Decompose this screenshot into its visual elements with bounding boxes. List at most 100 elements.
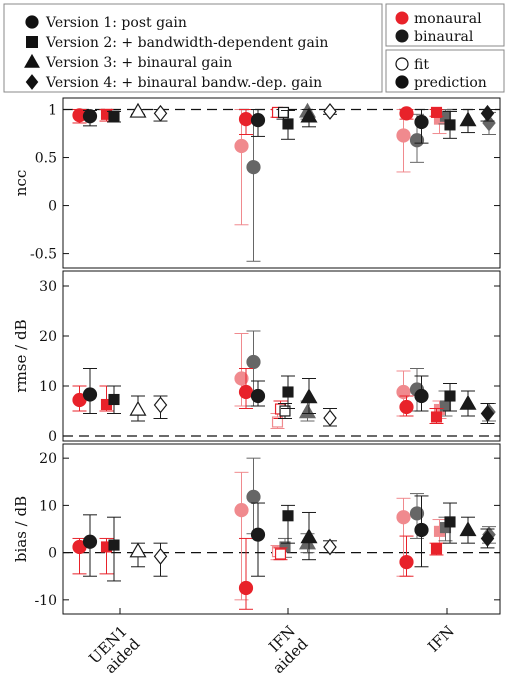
data-point-square	[430, 411, 443, 423]
data-point-triangle	[129, 542, 147, 558]
legend-mode-label: binaural	[414, 29, 474, 45]
data-point-square	[430, 543, 443, 555]
data-point-triangle	[129, 102, 147, 118]
data-point-triangle	[300, 528, 318, 544]
y-tick-label: -0.5	[30, 247, 57, 263]
data-point-square	[430, 106, 443, 118]
y-axis-label: bias / dB	[12, 496, 30, 562]
panel-bias: 20 10 0 -10 bias / dB	[12, 443, 501, 615]
data-point-circle	[82, 534, 98, 549]
data-point-circle	[396, 384, 411, 400]
legend-fit-label: fit	[414, 57, 429, 73]
legend-marker-circle	[25, 15, 39, 29]
data-point-square	[108, 110, 120, 122]
data-point-diamond	[480, 104, 495, 122]
legend-fit-marker	[395, 75, 409, 89]
y-tick-label: 0	[48, 199, 57, 215]
data-point-square	[444, 516, 456, 528]
data-point-circle	[246, 354, 261, 370]
data-point-diamond	[153, 104, 168, 122]
x-tick-label-line: IFN	[424, 622, 458, 656]
data-point-circle	[238, 384, 254, 400]
fit-legend-box	[385, 49, 505, 93]
legend-mode-marker	[395, 29, 409, 43]
data-point-circle	[234, 138, 249, 154]
data-point-circle	[399, 399, 414, 415]
y-axis-label: rmse / dB	[12, 319, 30, 392]
panel-rmse: 30 20 10 0 rmse / dB	[12, 270, 501, 445]
legend-version-label: Version 4: + binaural bandw.-dep. gain	[45, 75, 322, 91]
legend-marker-triangle	[24, 53, 40, 68]
y-tick-label: 0	[48, 546, 57, 562]
data-point-circle	[396, 128, 411, 143]
x-tick-label: IFN	[424, 622, 458, 656]
data-point-circle	[246, 160, 261, 175]
data-point-square	[271, 416, 284, 428]
y-tick-label: 30	[39, 279, 57, 295]
data-point-triangle	[459, 394, 477, 410]
legend-fit-label: prediction	[414, 75, 487, 91]
y-tick-label: 1	[48, 103, 57, 119]
data-point-circle	[414, 522, 429, 538]
data-point-square	[277, 106, 290, 118]
y-tick-label: -10	[34, 593, 57, 609]
data-point-circle	[246, 489, 261, 504]
x-axis: UEN1aided IFNaided IFN	[85, 608, 458, 680]
y-tick-label: 10	[39, 379, 57, 395]
data-point-square	[444, 390, 456, 402]
data-point-square	[108, 539, 120, 551]
data-point-circle	[234, 371, 249, 386]
data-point-square	[274, 548, 287, 560]
legend-mode-marker	[395, 11, 409, 25]
data-point-square	[439, 400, 452, 412]
data-point-diamond	[153, 547, 168, 565]
data-point-diamond	[480, 405, 495, 422]
data-point-circle	[234, 503, 249, 518]
data-point-diamond	[153, 396, 168, 414]
data-point-circle	[82, 387, 98, 402]
data-point-square	[282, 118, 294, 130]
legend-version-label: Version 3: + binaural gain	[45, 55, 232, 71]
data-point-square	[444, 119, 456, 131]
data-point-circle	[250, 112, 266, 128]
data-point-triangle	[459, 521, 477, 537]
data-point-circle	[82, 109, 98, 124]
y-tick-label: 10	[39, 498, 57, 514]
x-tick-label: IFNaided	[257, 622, 312, 677]
y-tick-label: 20	[39, 451, 57, 467]
data-point-triangle	[300, 388, 318, 404]
data-point-circle	[399, 106, 414, 121]
panel-frame	[62, 97, 501, 269]
data-point-circle	[399, 554, 414, 570]
data-point-diamond	[323, 409, 337, 427]
data-point-square	[282, 510, 294, 522]
data-point-circle	[414, 114, 429, 130]
legend-area: Version 1: post gain Version 2: + bandwid…	[3, 3, 505, 93]
y-tick-label: 0.5	[35, 151, 57, 167]
legend-version-label: Version 1: post gain	[45, 15, 187, 31]
legend-mode-label: monaural	[414, 11, 482, 27]
data-point-circle	[238, 580, 254, 596]
legend-fit-marker	[395, 57, 409, 71]
data-point-circle	[396, 510, 411, 525]
data-point-diamond	[323, 103, 337, 120]
y-axis-label: ncc	[12, 170, 30, 196]
data-point-triangle	[298, 403, 317, 419]
data-point-circle	[250, 527, 266, 542]
legend-marker-diamond	[25, 74, 39, 90]
x-tick-label: UEN1aided	[85, 622, 143, 680]
data-point-triangle	[459, 111, 477, 127]
data-point-square	[108, 393, 120, 406]
panel-ncc: 1 0.5 0 -0.5 ncc	[12, 97, 501, 269]
data-point-diamond	[323, 538, 337, 556]
versions-legend-box	[3, 3, 383, 93]
data-point-square	[282, 386, 294, 398]
data-point-circle	[414, 388, 429, 404]
data-point-diamond	[480, 530, 495, 547]
y-tick-label: 0	[48, 429, 57, 445]
data-point-triangle	[129, 400, 147, 416]
data-point-circle	[409, 506, 425, 521]
data-point-square	[279, 405, 291, 417]
legend-version-label: Version 2: + bandwidth-dependent gain	[45, 35, 328, 51]
